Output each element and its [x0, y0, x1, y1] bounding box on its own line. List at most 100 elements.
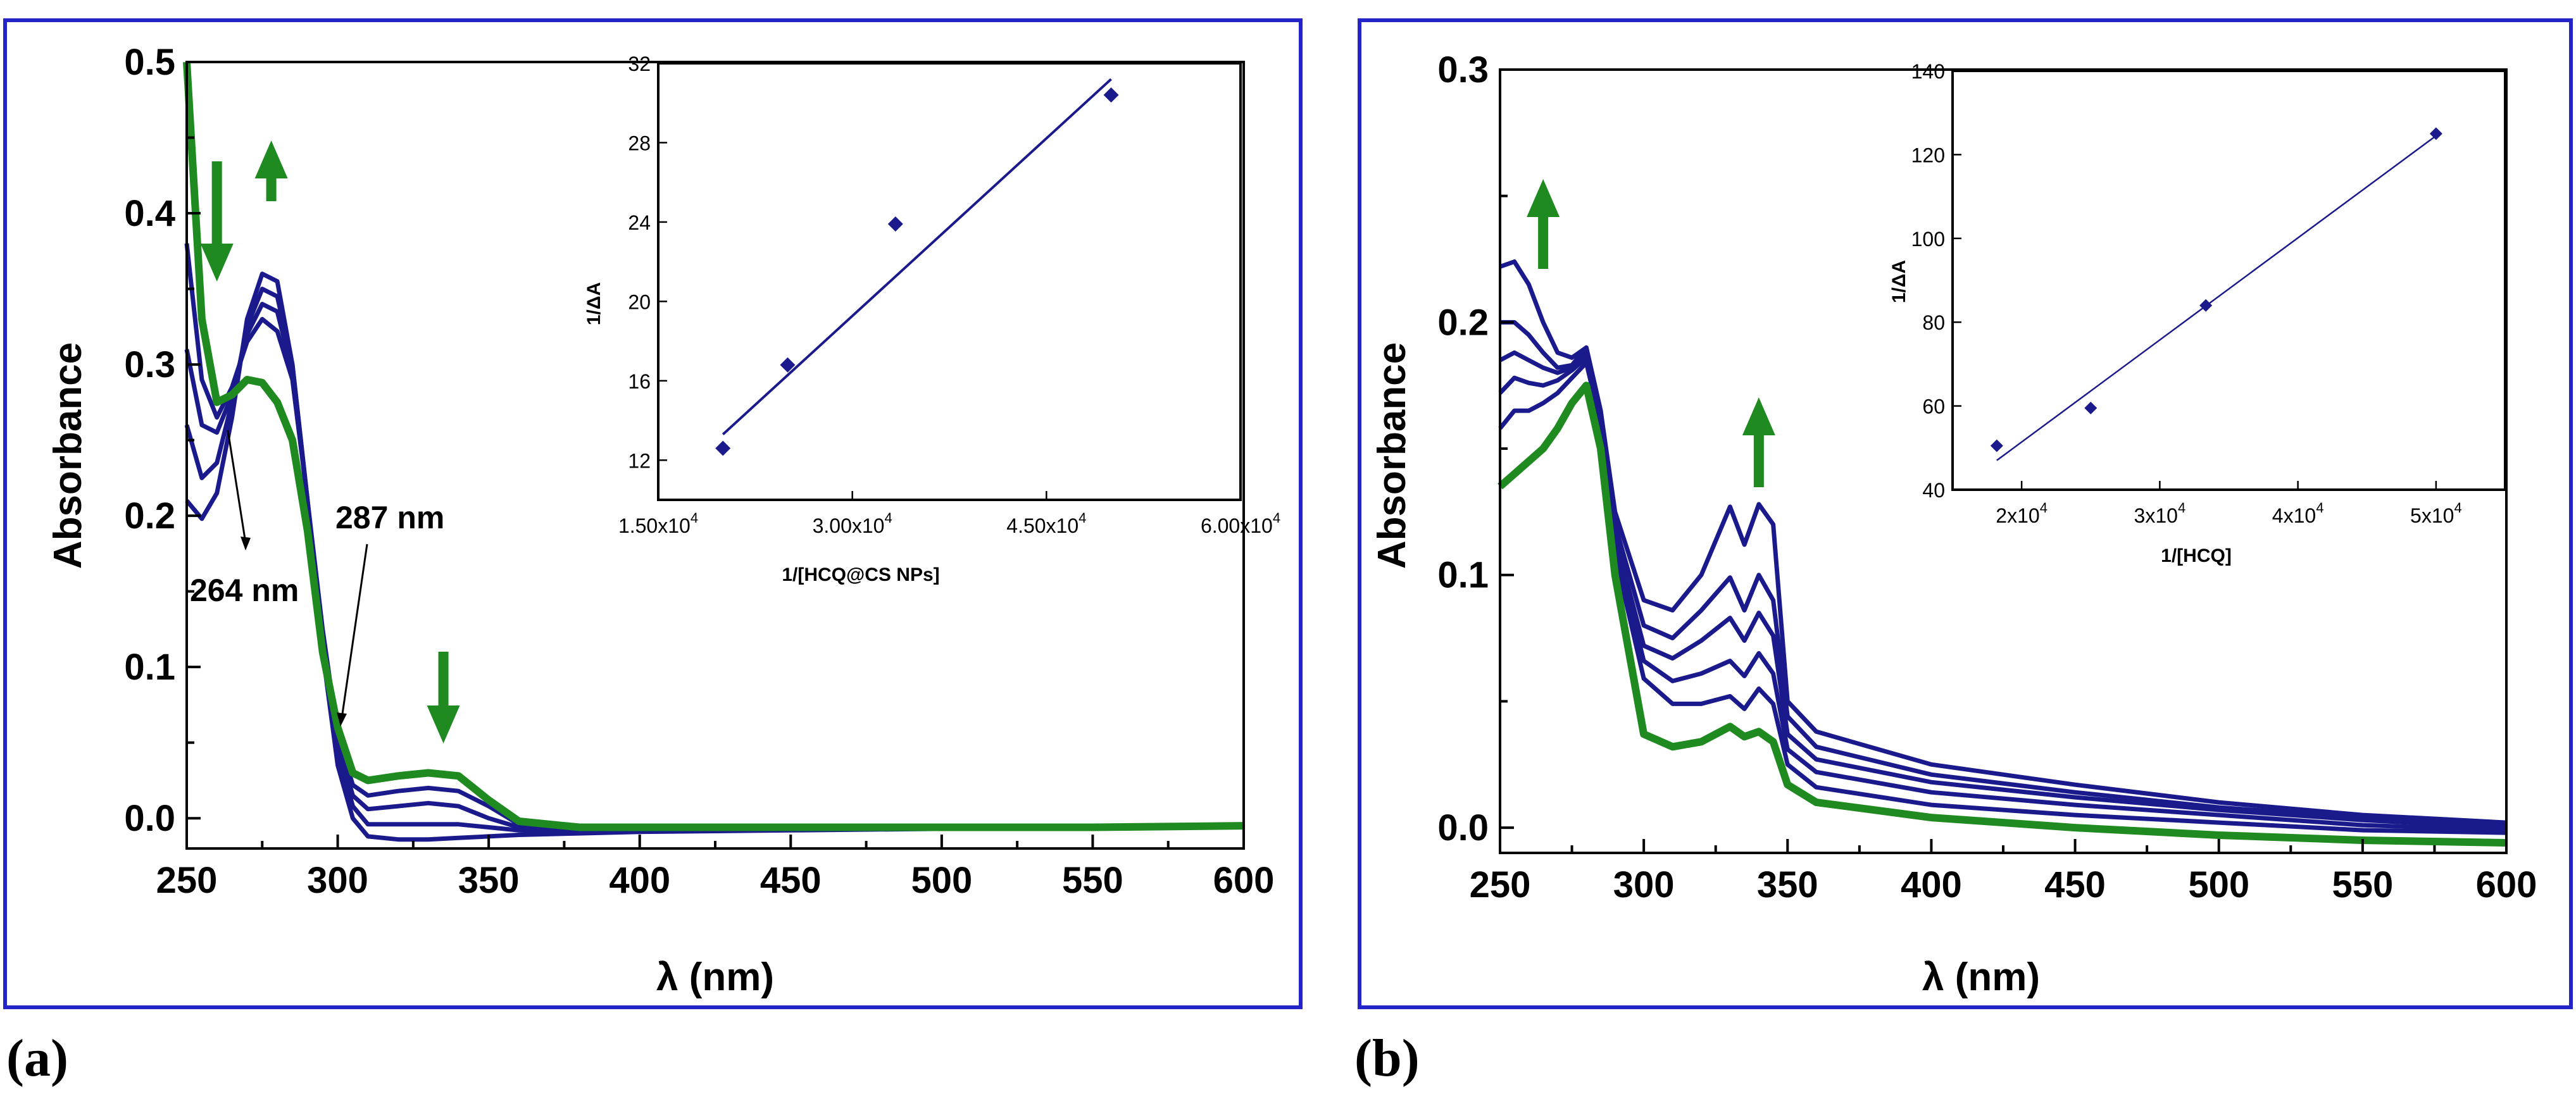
panel-a-inset-y-axis-label: 1/ΔA — [584, 282, 604, 325]
panel-a-x-axis-label: λ (nm) — [656, 955, 774, 999]
panel-b-inset-chart: 2x104 3x104 4x104 5x104 40 60 80 100 120 140 1/[… — [1889, 60, 2506, 566]
panel-b-y-tick-label: 0.1 — [1437, 555, 1489, 596]
panel-a-inset-data-point — [780, 357, 796, 373]
panel-a-x-tick-label: 550 — [1062, 860, 1123, 901]
panel-a-y-tick-label: 0.5 — [124, 42, 175, 83]
panel-b-series-line-1 — [1499, 259, 2507, 825]
panel-a-inset-y-tick-label: 24 — [628, 211, 651, 234]
annot-264-pointer — [227, 430, 247, 544]
panel-b-inset-y-ticks: 40 60 80 100 120 140 — [1911, 60, 1961, 502]
panel-b-inset-background — [1953, 71, 2505, 490]
panel-a-inset-plot-area — [657, 62, 1242, 501]
panel-b-series-line-5 — [1498, 360, 2507, 835]
panel-b-inset-plot-area — [1951, 70, 2506, 491]
panel-b-inset-y-tick-label: 140 — [1911, 60, 1945, 83]
annot-287-nm: 287 nm — [335, 500, 444, 535]
panel-a-inset-x-ticks: 1.50x104 3.00x104 4.50x104 6.00x104 — [618, 491, 1280, 537]
panel-a-inset-x-tick-exponent: 4 — [691, 510, 698, 526]
panel-a-inset-fit — [722, 78, 1112, 435]
panel-b-inset-x-tick-label: 5x104 — [2410, 500, 2462, 527]
panel-a-series-line-5 — [183, 61, 1244, 831]
panel-b-label: (b) — [1354, 1029, 1420, 1088]
panel-b-x-tick-label: 500 — [2188, 864, 2249, 905]
panel-a-y-tick-label: 0.2 — [124, 495, 175, 537]
panel-a-inset-data-point — [887, 216, 903, 232]
panel-b-inset-data-point — [2199, 299, 2213, 312]
panel-b-inset-points — [1990, 127, 2442, 452]
panel-b-y-ticks: 0.0 0.1 0.2 0.3 — [1437, 49, 1514, 848]
panel-b-inset-x-tick-exponent: 4 — [2454, 500, 2461, 516]
panel-b-x-tick-label: 600 — [2476, 864, 2537, 905]
panel-a-x-ticks: 250 300 350 400 450 500 550 600 — [156, 835, 1275, 901]
panel-a-inset-x-tick-label: 3.00x104 — [813, 510, 892, 537]
panel-b-x-tick-label: 400 — [1901, 864, 1962, 905]
panel-a-inset-y-tick-label: 32 — [628, 53, 651, 75]
green-arrow-up-icon — [254, 140, 288, 201]
panel-a-inset-y-ticks: 12 16 20 24 28 32 — [628, 53, 667, 472]
panel-b-inset-x-ticks: 2x104 3x104 4x104 5x104 — [1996, 481, 2462, 527]
panel-a-inset-data-point — [1103, 87, 1119, 103]
panel-b-inset-y-tick-label: 120 — [1911, 144, 1945, 166]
panel-b-series-line-4 — [1498, 355, 2507, 833]
panel-b-inset-y-tick-label: 100 — [1911, 228, 1945, 251]
panel-a-frame — [3, 18, 1303, 1009]
panel-a-inset-x-axis-label: 1/[HCQ@CS NPs] — [782, 564, 939, 585]
panel-a-inset-y-tick-label: 28 — [628, 132, 651, 154]
annot-287-pointer — [341, 544, 368, 719]
annot-264-nm: 264 nm — [190, 573, 299, 608]
panel-b-arrows — [1527, 179, 1775, 487]
panel-a-x-tick-label: 350 — [458, 860, 520, 901]
panel-a-inset-y-tick-label: 20 — [628, 290, 651, 313]
panel-a-y-axis-label: Absorbance — [46, 342, 90, 569]
panel-a-series-group — [183, 61, 1244, 842]
panel-a-inset-background — [658, 63, 1241, 500]
panel-b-y-axis-label: Absorbance — [1370, 342, 1414, 569]
panel-b-x-tick-label: 350 — [1757, 864, 1818, 905]
panel-a-inset-x-tick-label: 6.00x104 — [1201, 510, 1280, 537]
panel-a-y-tick-label: 0.4 — [124, 193, 175, 234]
panel-b-inset-linear-fit-line — [1996, 135, 2437, 461]
panel-a-x-tick-label: 500 — [911, 860, 972, 901]
panel-a-x-tick-label: 250 — [156, 860, 218, 901]
panel-b-inset-data-point — [2429, 127, 2442, 140]
panel-a-x-tick-label: 600 — [1213, 860, 1275, 901]
panel-b-inset-x-axis-label: 1/[HCQ] — [2161, 545, 2232, 566]
panel-b-series-line-6 — [1497, 382, 2507, 847]
panel-a-label: (a) — [6, 1029, 68, 1088]
panel-b-series-line-3 — [1499, 350, 2507, 830]
panel-a-inset-chart: 1.50x104 3.00x104 4.50x104 6.00x104 12 16 20 2… — [584, 53, 1280, 585]
panel-b-series-line-2 — [1500, 320, 2507, 828]
panel-b-x-ticks: 250 300 350 400 450 500 550 600 — [1470, 839, 2537, 905]
panel-b-inset-y-tick-label: 60 — [1922, 395, 1945, 418]
panel-b-x-tick-label: 550 — [2332, 864, 2393, 905]
annot-287-arrowhead — [337, 712, 347, 726]
panel-a-x-tick-label: 400 — [609, 860, 670, 901]
panel-a-inset-x-tick-exponent: 4 — [1273, 510, 1280, 526]
panel-b-inset-x-tick-label: 3x104 — [2134, 500, 2186, 527]
panel-a-inset-x-tick-label: 4.50x104 — [1006, 510, 1086, 537]
panel-a-y-tick-label: 0.0 — [124, 798, 175, 839]
panel-a-inset-y-tick-label: 16 — [628, 370, 651, 393]
panel-b-frame — [1358, 18, 2573, 1009]
panel-b-x-tick-label: 450 — [2044, 864, 2106, 905]
panel-a-x-tick-label: 450 — [760, 860, 822, 901]
annot-264-arrowhead — [241, 537, 251, 550]
panel-a-y-tick-label: 0.3 — [124, 344, 175, 385]
panel-b-series-group — [1497, 259, 2507, 847]
panel-b-x-tick-label: 250 — [1470, 864, 1531, 905]
panel-a-inset-x-tick-exponent: 4 — [1079, 510, 1086, 526]
panel-a-chart: 250 300 350 400 450 500 550 600 0.0 0.1 0.2 0.3 0.4… — [46, 42, 1274, 999]
panel-b-inset-data-point — [1990, 439, 2003, 452]
green-arrow-up-icon — [1527, 179, 1560, 269]
green-arrow-down-icon — [200, 161, 234, 282]
panel-a-inset-data-point — [715, 440, 731, 456]
panel-b-chart: 250 300 350 400 450 500 550 600 0.0 0.1 0.2 0.3 λ … — [1370, 49, 2537, 999]
panel-b-y-tick-label: 0.0 — [1437, 807, 1489, 848]
green-arrow-up-icon — [1742, 397, 1775, 487]
panel-b-inset-x-tick-exponent: 4 — [2040, 500, 2048, 516]
panel-a-inset-points — [715, 87, 1119, 456]
panel-b-inset-y-tick-label: 40 — [1922, 479, 1945, 502]
panel-b-inset-x-tick-exponent: 4 — [2316, 500, 2323, 516]
panel-b-inset-data-point — [2084, 401, 2098, 414]
